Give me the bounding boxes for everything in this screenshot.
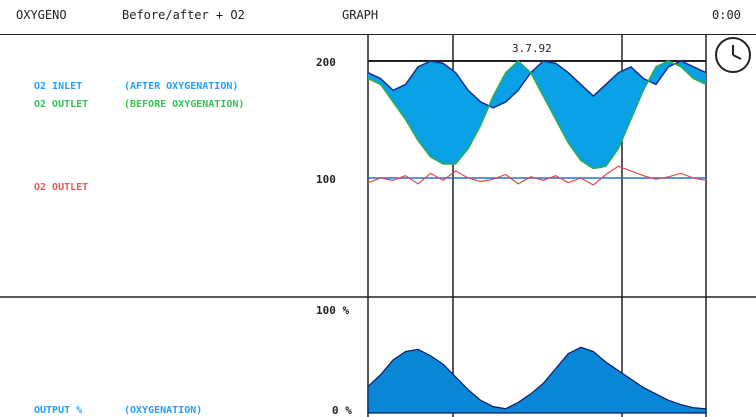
series-output-area: [368, 347, 706, 413]
upper-fill-area: [368, 61, 706, 169]
series-o2-outlet-line: [368, 166, 706, 185]
